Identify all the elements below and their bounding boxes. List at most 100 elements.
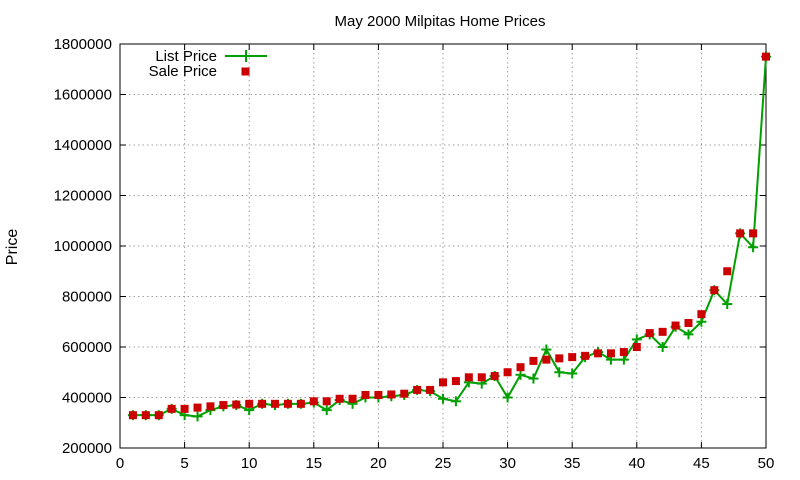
sale-price-point — [296, 399, 305, 408]
sale-price-point — [283, 399, 292, 408]
legend: List Price Sale Price — [149, 48, 267, 80]
x-tick-label: 5 — [180, 455, 188, 472]
series-layer — [127, 51, 771, 422]
sale-price-point — [309, 397, 318, 406]
y-tick-label: 200000 — [62, 440, 112, 457]
y-tick-label: 1200000 — [54, 188, 112, 205]
y-axis-label: Price — [4, 229, 21, 266]
sale-price-point — [374, 390, 383, 399]
x-tick-label: 0 — [116, 455, 124, 472]
legend-square-marker — [241, 67, 250, 76]
sale-price-point — [361, 390, 370, 399]
sale-price-point — [568, 353, 577, 362]
sale-price-point — [232, 400, 241, 409]
sale-price-point — [180, 404, 189, 413]
sale-price-point — [619, 348, 628, 357]
list-price-point — [502, 392, 513, 403]
series-sale-price — [128, 52, 770, 420]
list-price-point — [748, 242, 759, 253]
sale-price-point — [529, 356, 538, 365]
y-tick-label: 1600000 — [54, 87, 112, 104]
sale-price-point — [387, 390, 396, 399]
x-tick-label: 20 — [370, 455, 387, 472]
list-price-point — [528, 373, 539, 384]
x-tick-label: 45 — [693, 455, 710, 472]
sale-price-point — [594, 349, 603, 358]
sale-price-point — [658, 327, 667, 336]
sale-price-point — [503, 368, 512, 377]
list-price-point — [631, 334, 642, 345]
sale-price-point — [606, 349, 615, 358]
sale-price-point — [258, 399, 267, 408]
legend-label-sale-price: Sale Price — [149, 63, 217, 80]
sale-price-point — [245, 399, 254, 408]
sale-price-point — [426, 385, 435, 394]
sale-price-point — [645, 329, 654, 338]
sale-price-point — [141, 411, 150, 420]
list-price-point — [321, 405, 332, 416]
sale-price-point — [322, 397, 331, 406]
list-price-point — [683, 329, 694, 340]
list-price-point — [541, 344, 552, 355]
list-price-line — [132, 56, 767, 418]
sale-price-point — [723, 267, 732, 276]
sale-price-point — [335, 394, 344, 403]
sale-price-point — [697, 310, 706, 319]
y-tick-label: 800000 — [62, 289, 112, 306]
sale-price-point — [477, 373, 486, 382]
list-price-point — [722, 299, 733, 310]
sale-price-point — [684, 319, 693, 328]
x-tick-label: 10 — [241, 455, 258, 472]
x-tick-label: 25 — [435, 455, 452, 472]
sale-price-point — [413, 385, 422, 394]
y-tick-label: 1400000 — [54, 137, 112, 154]
sale-price-point — [464, 373, 473, 382]
list-price-point — [696, 316, 707, 327]
sale-price-point — [206, 402, 215, 411]
sale-price-point — [128, 411, 137, 420]
list-price-point — [192, 411, 203, 422]
axes: 0 5 10 15 20 25 30 35 40 45 50 200000 400000 600000 80… — [54, 36, 775, 472]
list-price-point — [618, 354, 629, 365]
legend-plus-marker — [240, 50, 252, 62]
list-price-point — [567, 368, 578, 379]
list-price-point — [438, 393, 448, 404]
list-price-point — [450, 396, 461, 407]
sale-price-point — [542, 355, 551, 364]
sale-price-point — [271, 399, 280, 408]
sale-price-point — [439, 378, 447, 387]
sale-price-point — [749, 229, 758, 238]
chart-title: May 2000 Milpitas Home Prices — [335, 13, 546, 30]
x-tick-label: 35 — [564, 455, 581, 472]
sale-price-point — [710, 286, 719, 295]
y-tick-label: 600000 — [62, 339, 112, 356]
x-tick-label: 50 — [758, 455, 775, 472]
series-list-price — [127, 51, 771, 422]
sale-price-point — [762, 52, 770, 61]
sale-price-point — [348, 394, 357, 403]
y-tick-label: 1000000 — [54, 238, 112, 255]
sale-price-point — [632, 343, 641, 351]
sale-price-point — [555, 354, 564, 363]
sale-price-point — [400, 389, 409, 398]
sale-price-point — [154, 411, 163, 420]
sale-price-point — [671, 321, 680, 330]
sale-price-point — [167, 404, 176, 413]
sale-price-point — [451, 377, 460, 386]
list-price-point — [554, 367, 565, 378]
sale-price-point — [581, 351, 590, 360]
y-tick-label: 400000 — [62, 390, 112, 407]
grid — [120, 44, 766, 448]
list-price-point — [515, 369, 526, 380]
x-tick-label: 30 — [499, 455, 516, 472]
sale-price-point — [193, 403, 202, 412]
sale-price-point — [490, 372, 499, 381]
list-price-point — [657, 342, 668, 352]
sale-price-point — [516, 363, 525, 372]
y-tick-label: 1800000 — [54, 36, 112, 53]
x-tick-label: 40 — [628, 455, 645, 472]
sale-price-point — [219, 401, 228, 410]
x-tick-label: 15 — [305, 455, 322, 472]
